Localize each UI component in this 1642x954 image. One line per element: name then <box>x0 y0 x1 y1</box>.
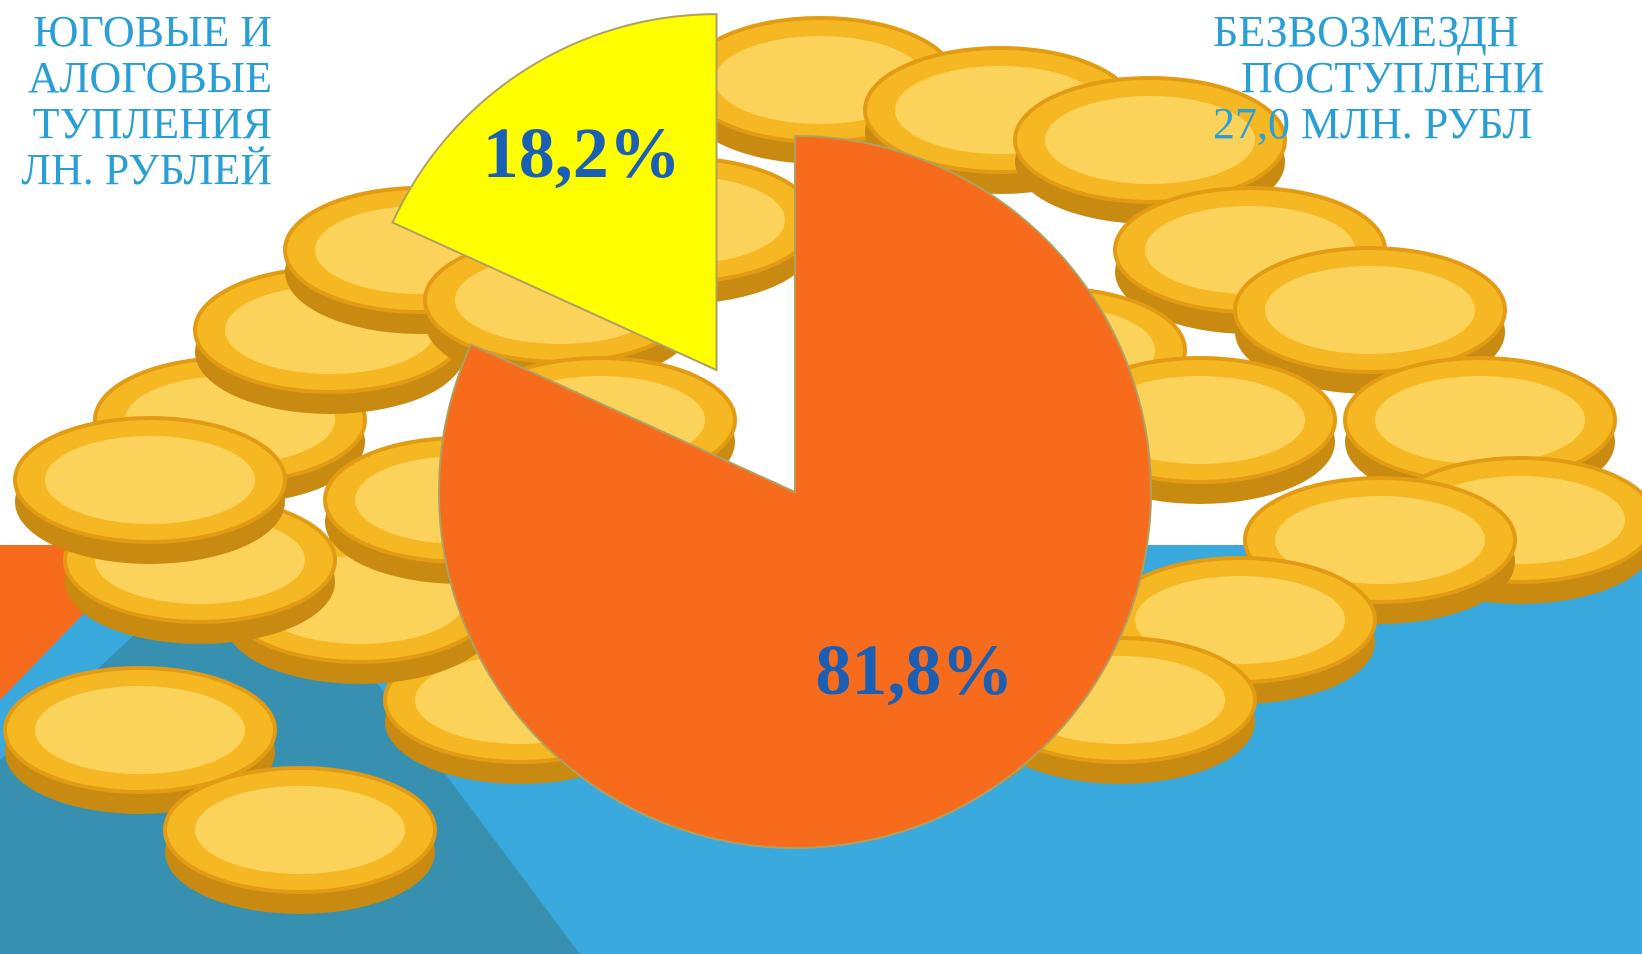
coin-face <box>195 786 405 874</box>
category-label: АЛОГОВЫЕ <box>28 53 272 102</box>
chart: 81,8% 18,2% БЕЗВОЗМЕЗДНПОСТУПЛЕНИ27,0 МЛН.… <box>0 0 1642 954</box>
category-label: ЮГОВЫЕ И <box>33 7 272 56</box>
category-label: 27,0 МЛН. РУБЛ <box>1213 99 1532 148</box>
coin-face <box>35 686 245 774</box>
coin-face <box>1375 376 1585 464</box>
category-label: ЛН. РУБЛЕЙ <box>21 145 272 194</box>
coin-face <box>1265 266 1475 354</box>
value-label: 18,2% <box>483 113 681 193</box>
category-label: ПОСТУПЛЕНИ <box>1241 53 1545 102</box>
coin-face <box>45 436 255 524</box>
value-label: 81,8% <box>815 630 1013 710</box>
category-label: БЕЗВОЗМЕЗДН <box>1213 7 1519 56</box>
page: 81,8% 18,2% БЕЗВОЗМЕЗДНПОСТУПЛЕНИ27,0 МЛН.… <box>0 0 1642 954</box>
category-label: ТУПЛЕНИЯ <box>33 99 272 148</box>
